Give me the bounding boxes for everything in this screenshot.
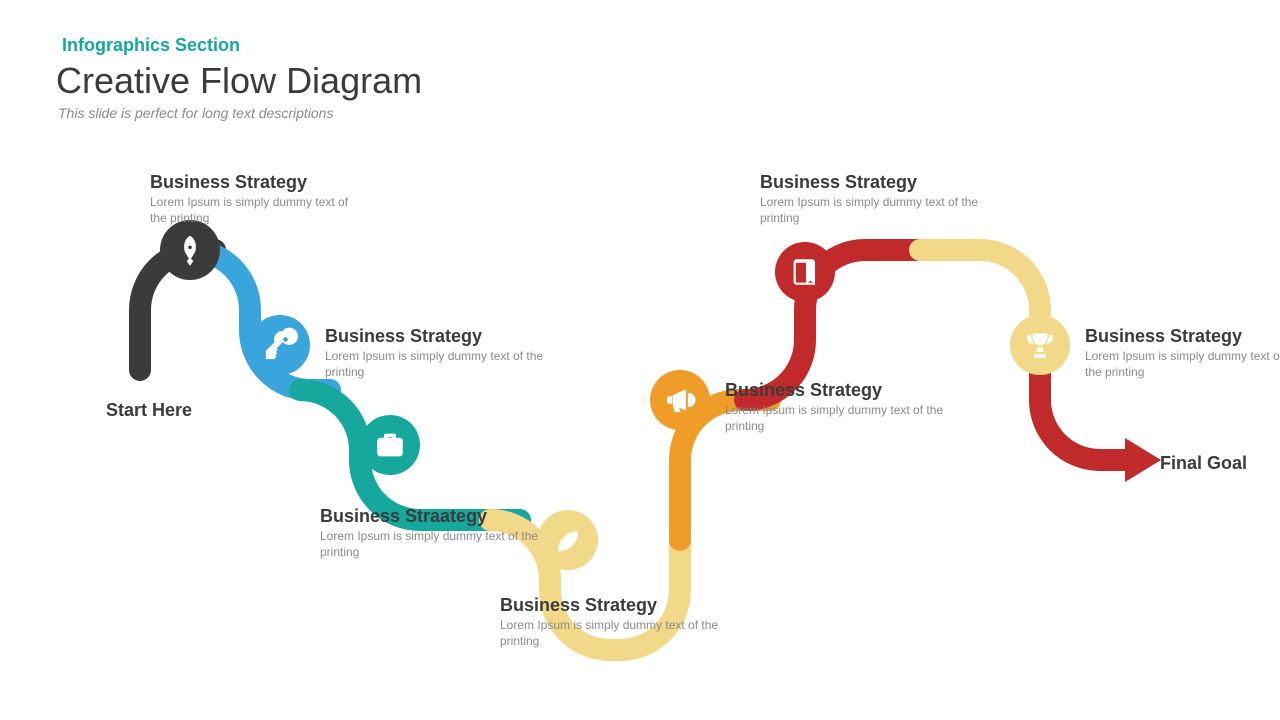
node-desc-2: Lorem Ipsum is simply dummy text of the …: [320, 528, 540, 560]
node-title-0: Business Strategy: [150, 172, 307, 194]
node-title-3: Business Strategy: [500, 595, 657, 617]
start-dot: [130, 360, 150, 380]
flow-node-2: [360, 415, 420, 475]
flow-node-5: [775, 242, 835, 302]
flow-node-3: [538, 510, 598, 570]
node-desc-1: Lorem Ipsum is simply dummy text of the …: [325, 348, 545, 380]
node-title-5: Business Strategy: [760, 172, 917, 194]
node-title-4: Business Strategy: [725, 380, 882, 402]
node-title-1: Business Strategy: [325, 326, 482, 348]
start-label: Start Here: [106, 400, 192, 422]
node-title-2: Business Straategy: [320, 506, 487, 528]
node-title-6: Business Strategy: [1085, 326, 1242, 348]
flow-segment-5: [745, 250, 945, 400]
flow-node-4: [650, 370, 710, 430]
node-desc-5: Lorem Ipsum is simply dummy text of the …: [760, 194, 980, 226]
node-desc-3: Lorem Ipsum is simply dummy text of the …: [500, 617, 720, 649]
end-label: Final Goal: [1160, 453, 1247, 475]
flow-node-0: [160, 220, 220, 280]
node-desc-0: Lorem Ipsum is simply dummy text of the …: [150, 194, 350, 226]
node-desc-4: Lorem Ipsum is simply dummy text of the …: [725, 402, 945, 434]
slide-canvas: Infographics Section Creative Flow Diagr…: [0, 0, 1280, 720]
flow-arrowhead: [1125, 438, 1161, 482]
node-desc-6: Lorem Ipsum is simply dummy text of the …: [1085, 348, 1280, 380]
flow-node-1: [250, 315, 310, 375]
flow-node-6: [1010, 315, 1070, 375]
